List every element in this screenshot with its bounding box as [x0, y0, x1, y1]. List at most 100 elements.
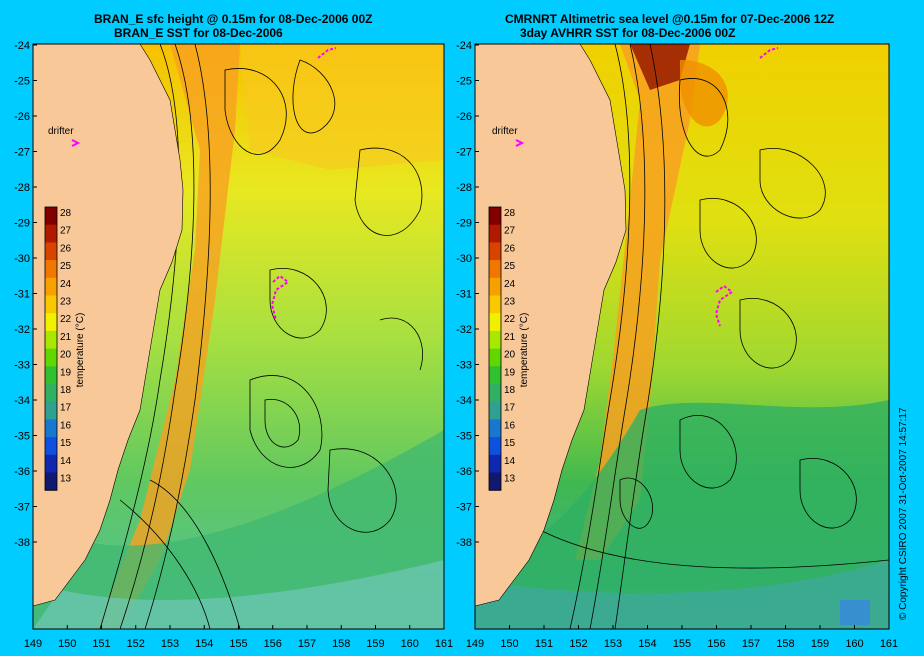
left-lon-label: 155 [229, 638, 247, 650]
right-lon-label: 158 [776, 638, 794, 650]
right-colorbar-frame [488, 206, 502, 491]
right-colorbar-swatch [489, 330, 501, 350]
right-colorbar-label: 26 [504, 243, 516, 254]
left-title-line1: BRAN_E sfc height @ 0.15m for 08-Dec-200… [94, 12, 373, 26]
left-colorbar-label: 19 [60, 367, 72, 378]
left-colorbar-label: 23 [60, 297, 72, 308]
right-lat-label: -26 [456, 111, 472, 123]
left-colorbar-swatch [45, 207, 57, 226]
right-colorbar-label: 18 [504, 385, 516, 396]
left-lon-label: 153 [161, 638, 179, 650]
right-colorbar-swatch [489, 472, 501, 491]
right-lat-label: -35 [456, 431, 472, 443]
right-colorbar-swatch [489, 224, 501, 243]
left-lon-label: 150 [58, 638, 76, 650]
right-lon-label: 159 [811, 638, 829, 650]
right-lon-label: 154 [638, 638, 656, 650]
right-colorbar-label: 16 [504, 420, 516, 431]
right-lat-label: -36 [456, 466, 472, 478]
left-lat-label: -31 [14, 289, 30, 301]
copyright-note: © Copyright CSIRO 2007 31-Oct-2007 14:57… [898, 407, 909, 621]
left-lon-label: 158 [332, 638, 350, 650]
left-lat-label: -37 [14, 502, 30, 514]
left-lat-label: -29 [14, 218, 30, 230]
right-colorbar-swatch [489, 242, 501, 261]
left-lon-label: 152 [127, 638, 145, 650]
left-colorbar-label: 17 [60, 403, 72, 414]
left-lon-label: 159 [366, 638, 384, 650]
left-colorbar-swatch [45, 330, 57, 350]
left-colorbar-title: temperature (°C) [75, 313, 86, 388]
left-lat-label: -28 [14, 182, 30, 194]
right-lon-label: 149 [466, 638, 484, 650]
left-lat-label: -24 [14, 40, 30, 52]
left-lon-label: 160 [401, 638, 419, 650]
left-colorbar-swatch [45, 472, 57, 491]
left-colorbar-swatch [45, 384, 57, 403]
left-lat-label: -27 [14, 147, 30, 159]
left-colorbar-label: 16 [60, 420, 72, 431]
right-colorbar-label: 21 [504, 332, 516, 343]
right-lat-label: -34 [456, 395, 472, 407]
right-lon-label: 155 [673, 638, 691, 650]
left-colorbar-label: 26 [60, 243, 72, 254]
left-colorbar-label: 27 [60, 226, 72, 237]
right-colorbar-swatch [489, 401, 501, 420]
left-colorbar-label: 22 [60, 314, 72, 325]
left-lat-label: -26 [14, 111, 30, 123]
right-drifter-label: drifter [492, 126, 518, 137]
right-colorbar-swatch [489, 207, 501, 226]
left-colorbar-label: 18 [60, 385, 72, 396]
left-lat-label: -33 [14, 360, 30, 372]
right-colorbar-label: 17 [504, 403, 516, 414]
left-colorbar-label: 20 [60, 350, 72, 361]
left-colorbar-swatch [45, 313, 57, 332]
right-colorbar-swatch [489, 419, 501, 438]
right-colorbar-label: 25 [504, 261, 516, 272]
right-colorbar-swatch [489, 348, 501, 367]
right-lat-label: -28 [456, 182, 472, 194]
left-lon-label: 154 [195, 638, 213, 650]
left-colorbar-label: 15 [60, 438, 72, 449]
left-warm-current [95, 44, 240, 629]
left-colorbar-label: 21 [60, 332, 72, 343]
left-colorbar-swatch [45, 277, 57, 296]
left-contours [99, 44, 423, 629]
right-land [474, 43, 627, 607]
right-lon-label: 156 [707, 638, 725, 650]
left-lat-label: -32 [14, 324, 30, 336]
left-lat-label: -25 [14, 76, 30, 88]
left-drifter-marker [71, 139, 81, 147]
right-lat-label: -38 [456, 537, 472, 549]
right-lon-label: 152 [569, 638, 587, 650]
left-colorbar-label: 14 [60, 456, 72, 467]
right-lon-label: 150 [500, 638, 518, 650]
left-lat-label: -35 [14, 431, 30, 443]
left-drifter-track-north [317, 47, 337, 59]
left-colorbar-swatch [45, 295, 57, 314]
left-colorbar-swatch [45, 437, 57, 456]
left-lon-label: 156 [264, 638, 282, 650]
right-drifter-track-north [759, 47, 779, 59]
right-colorbar-swatch [489, 313, 501, 332]
right-lon-label: 160 [845, 638, 863, 650]
right-colorbar-swatch [489, 295, 501, 314]
right-lat-label: -31 [456, 289, 472, 301]
right-colorbar-label: 20 [504, 350, 516, 361]
left-colorbar-swatch [45, 454, 57, 473]
right-title-line2: 3day AVHRR SST for 08-Dec-2006 00Z [520, 26, 736, 40]
right-colorbar-label: 28 [504, 208, 516, 219]
right-colorbar-swatch [489, 384, 501, 403]
right-colorbar-label: 14 [504, 456, 516, 467]
right-colorbar-label: 13 [504, 474, 516, 485]
right-lat-label: -32 [456, 324, 472, 336]
right-lat-label: -30 [456, 253, 472, 265]
left-colorbar-swatch [45, 419, 57, 438]
left-lat-label: -30 [14, 253, 30, 265]
left-lat-label: -38 [14, 537, 30, 549]
left-title-line2: BRAN_E SST for 08-Dec-2006 [114, 26, 283, 40]
left-lon-label: 149 [24, 638, 42, 650]
left-colorbar-swatch [45, 224, 57, 243]
right-lat-label: -27 [456, 147, 472, 159]
